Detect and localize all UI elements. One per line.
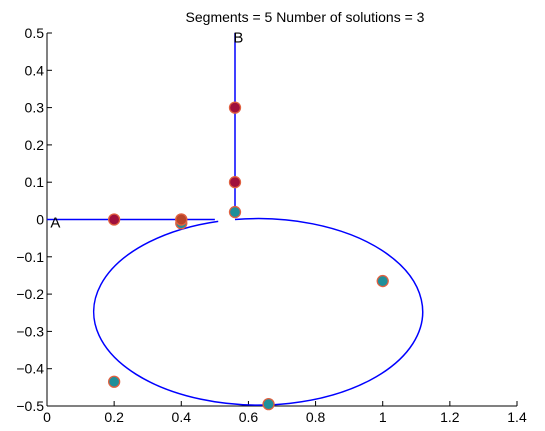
y-tick-label: 0.4 bbox=[25, 62, 45, 78]
curves bbox=[47, 33, 424, 406]
y-tick-label: 0 bbox=[36, 212, 44, 228]
point-label-A: A bbox=[50, 214, 60, 231]
y-tick-label: −0.5 bbox=[16, 398, 44, 414]
y-tick-label: −0.3 bbox=[16, 323, 44, 339]
x-tick-label: 1 bbox=[379, 409, 387, 425]
axes: 0 0.2 0.4 0.6 0.8 1 1.2 1.4 0.5 0.4 0.3 0.2 0.1 0 −0.1… bbox=[16, 25, 527, 425]
x-tick-label: 1.2 bbox=[440, 409, 460, 425]
y-tick-label: −0.2 bbox=[16, 286, 44, 302]
solution-point bbox=[376, 274, 389, 288]
y-tick-label: 0.1 bbox=[25, 174, 45, 190]
x-tick-label: 0.8 bbox=[306, 409, 326, 425]
x-tick-label: 1.4 bbox=[507, 409, 527, 425]
solution-point bbox=[228, 101, 242, 114]
y-tick-label: −0.4 bbox=[16, 361, 44, 377]
y-tick-label: 0.5 bbox=[25, 25, 45, 41]
y-tick-label: 0.3 bbox=[25, 100, 45, 116]
elliptic-curve bbox=[93, 217, 424, 406]
point-labels: AB bbox=[50, 30, 243, 232]
solution-point bbox=[262, 397, 275, 411]
solution-point bbox=[228, 176, 242, 189]
solution-point bbox=[107, 213, 121, 226]
x-tick-label: 0.4 bbox=[172, 409, 192, 425]
y-tick-label: 0.2 bbox=[25, 137, 45, 153]
y-tick-label: −0.1 bbox=[16, 249, 44, 265]
solution-point bbox=[228, 205, 242, 219]
markers bbox=[107, 101, 389, 411]
x-tick-label: 0 bbox=[43, 409, 51, 425]
solution-point bbox=[107, 375, 121, 388]
point-label-B: B bbox=[233, 30, 243, 47]
solution-point bbox=[175, 213, 188, 226]
chart-title: Segments = 5 Number of solutions = 3 bbox=[186, 9, 425, 25]
x-tick-label: 0.6 bbox=[239, 409, 259, 425]
x-tick-label: 0.2 bbox=[104, 409, 124, 425]
